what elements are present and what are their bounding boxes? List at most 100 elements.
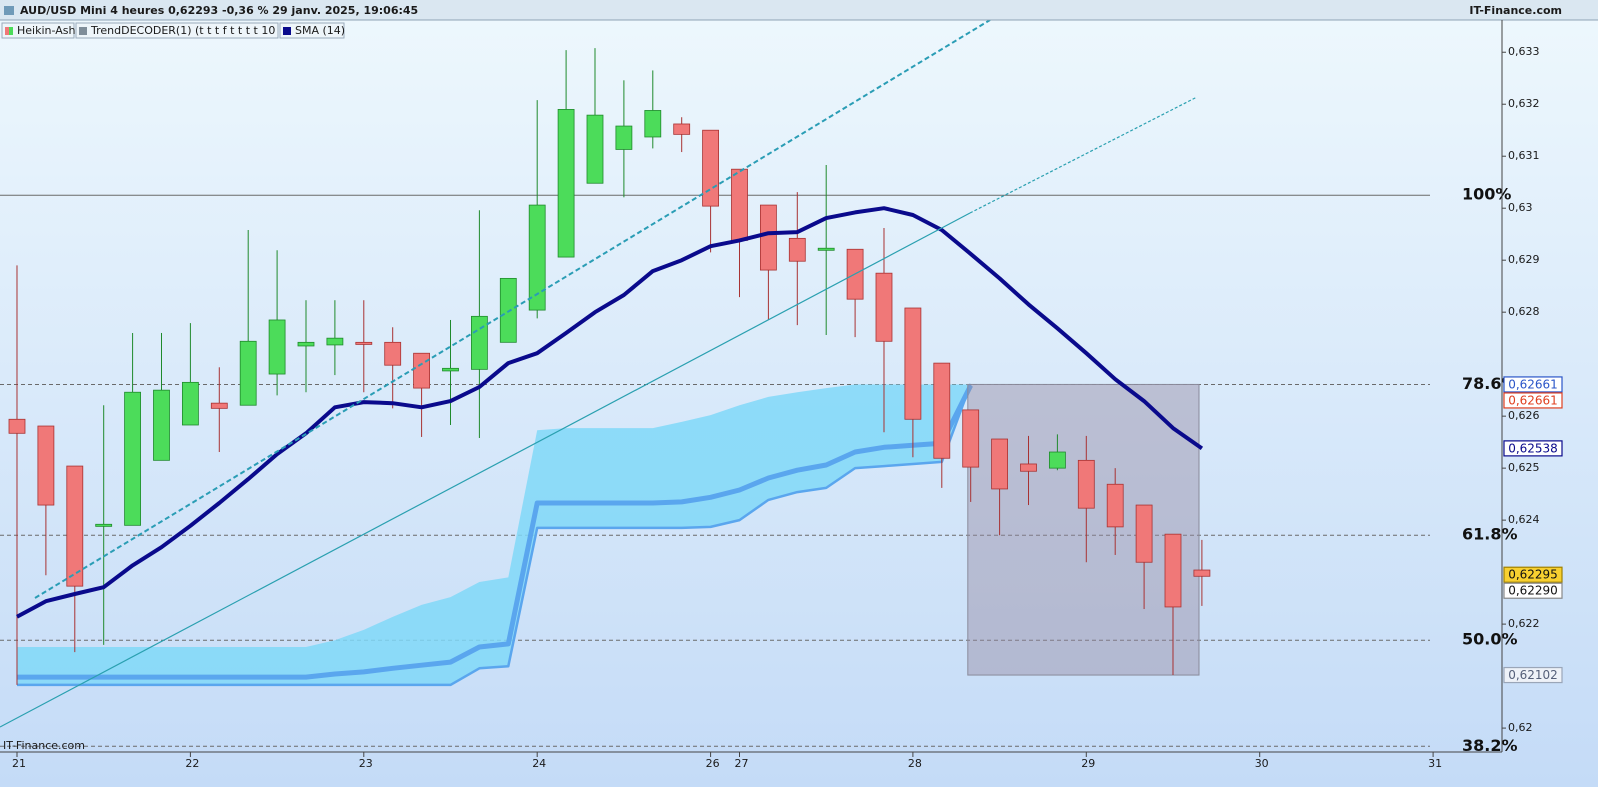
y-tick-label: 0,631	[1508, 149, 1540, 162]
candle-body	[95, 523, 113, 527]
legend-label: SMA (14)	[295, 24, 345, 37]
candle-body	[528, 204, 546, 311]
y-tick-label: 0,624	[1508, 513, 1540, 526]
price-label-box	[1503, 582, 1563, 599]
candle-body	[673, 123, 691, 135]
watermark: IT-Finance.com	[3, 739, 85, 752]
price-label-box	[1503, 376, 1563, 393]
y-tick-label: 0,632	[1508, 97, 1540, 110]
level-label: 50.0%	[1462, 630, 1518, 649]
source: IT-Finance.com	[1469, 4, 1562, 17]
x-tick-label: 31	[1428, 757, 1442, 770]
price-label: 0,62295	[1508, 568, 1558, 582]
legend-swatch	[5, 27, 9, 35]
candle-body	[413, 352, 430, 389]
x-tick-label: 26	[706, 757, 720, 770]
candle-body	[962, 409, 980, 468]
legend-swatch	[283, 27, 291, 35]
legend: Heikin-Ashi TrendDECODER(1) (t t t f t t…	[1, 22, 345, 39]
chart-title: AUD/USD Mini 4 heures 0,62293 -0,36 % 29…	[20, 4, 418, 17]
x-tick-label: 23	[359, 757, 373, 770]
trendline	[34, 20, 991, 599]
candle-body	[875, 272, 893, 342]
candle-body	[759, 204, 777, 271]
candle-body	[702, 129, 719, 207]
plot-area	[0, 48, 1430, 747]
overlay: 0,62 0,622 0,624 0,625 0,626 0,628 0,629 0,63 0,…	[12, 45, 1563, 770]
candle-body	[1048, 451, 1066, 469]
candle-body	[297, 341, 315, 347]
price-label: 0,62290	[1508, 584, 1558, 598]
candle-body	[731, 168, 748, 241]
candle-body	[1193, 569, 1211, 577]
y-tick-label: 0,628	[1508, 305, 1540, 318]
header-icon	[4, 6, 14, 15]
candle-body	[1020, 463, 1037, 472]
price-label: 0,62538	[1508, 441, 1558, 455]
legend-label: Heikin-Ashi	[17, 24, 79, 37]
x-tick-label: 28	[908, 757, 922, 770]
candle-body	[442, 367, 459, 372]
candle-body	[1164, 533, 1182, 608]
candle-body	[615, 125, 633, 150]
price-label: 0,62661	[1508, 393, 1558, 407]
trend-upper	[17, 384, 973, 680]
y-tick-label: 0,625	[1508, 461, 1540, 474]
sma-line	[16, 206, 1204, 619]
candle-body	[384, 341, 402, 366]
candle-body	[933, 362, 951, 459]
candle-body	[499, 277, 517, 343]
legend-swatch	[9, 27, 13, 35]
trendline	[0, 212, 971, 728]
candle-body	[1077, 459, 1095, 509]
legend-swatch	[79, 27, 87, 35]
price-label-box	[1503, 666, 1563, 684]
x-tick-label: 22	[185, 757, 199, 770]
candle-body	[124, 391, 141, 526]
x-tick-label: 21	[12, 757, 26, 770]
x-tick-label: 27	[734, 757, 748, 770]
level-label: 38.2%	[1462, 736, 1518, 755]
candle-body	[153, 389, 170, 461]
header-bar	[0, 0, 1598, 20]
legend-box	[75, 22, 279, 39]
price-label-box	[1503, 566, 1563, 583]
candle-body	[788, 237, 806, 262]
candle-body	[181, 381, 199, 426]
candle-body	[586, 114, 604, 184]
legend-box	[1, 22, 75, 39]
trendline	[969, 96, 1198, 214]
range-box	[967, 383, 1200, 676]
candle-body	[557, 109, 575, 258]
price-label-box	[1503, 440, 1563, 457]
legend-label: TrendDECODER(1) (t t t f t t t t 10 1000…	[90, 24, 311, 37]
y-tick-label: 0,622	[1508, 617, 1540, 630]
y-tick-label: 0,62	[1508, 721, 1533, 734]
candle-body	[210, 402, 228, 409]
y-tick-label: 0,629	[1508, 253, 1540, 266]
price-label: 0,62661	[1508, 377, 1558, 391]
price-label-box	[1503, 392, 1563, 409]
candle-body	[239, 340, 257, 406]
candle-body	[326, 337, 344, 346]
candle-body	[817, 247, 835, 251]
y-tick-label: 0,63	[1508, 201, 1533, 214]
level-label: 100%	[1462, 185, 1511, 204]
x-tick-label: 24	[532, 757, 546, 770]
candle-body	[991, 438, 1008, 490]
candle-body	[644, 110, 662, 138]
x-tick-label: 30	[1255, 757, 1269, 770]
candle-body	[66, 465, 84, 587]
trend-lower	[17, 383, 972, 687]
candle-body	[1106, 483, 1124, 528]
legend-box	[279, 22, 345, 39]
candle-body	[1135, 504, 1153, 563]
level-label: 61.8%	[1462, 525, 1518, 544]
price-label: 0,62102	[1508, 668, 1558, 682]
x-tick-label: 29	[1081, 757, 1095, 770]
candle-body	[470, 315, 488, 370]
candle-body	[8, 418, 26, 434]
candle-body	[37, 425, 55, 506]
candle-body	[268, 319, 286, 375]
